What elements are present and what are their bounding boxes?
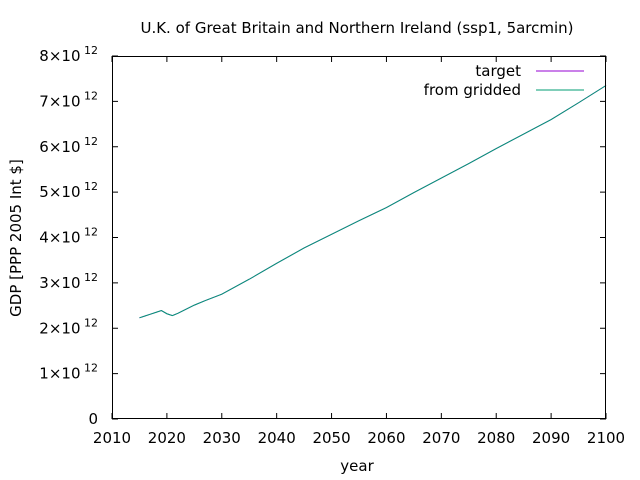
x-tick-label: 2010 bbox=[93, 429, 131, 447]
x-tick-label: 2070 bbox=[422, 429, 460, 447]
x-tick-label: 2030 bbox=[203, 429, 241, 447]
legend-label: target bbox=[475, 62, 521, 80]
y-tick-label: 2×10 12 bbox=[39, 316, 98, 337]
y-tick-label: 4×10 12 bbox=[39, 226, 98, 247]
y-tick-label: 3×10 12 bbox=[39, 271, 98, 292]
x-tick-label: 2100 bbox=[587, 429, 625, 447]
y-axis-ticks: 0 1×10 12 2×10 12 3×10 12 4×10 12 5×10 12 6×10… bbox=[39, 44, 606, 428]
x-tick-label: 2020 bbox=[148, 429, 186, 447]
x-tick-label: 2060 bbox=[367, 429, 405, 447]
plot-frame bbox=[112, 56, 606, 419]
x-tick-label: 2090 bbox=[532, 429, 570, 447]
series-line-target bbox=[139, 85, 607, 319]
y-tick-label: 1×10 12 bbox=[39, 362, 98, 383]
y-tick-label: 5×10 12 bbox=[39, 180, 98, 201]
y-axis-label: GDP [PPP 2005 Int $] bbox=[7, 159, 25, 317]
y-tick-label: 8×10 12 bbox=[39, 44, 98, 65]
series-line-from-gridded bbox=[139, 85, 607, 319]
chart-title: U.K. of Great Britain and Northern Irela… bbox=[140, 19, 573, 37]
y-tick-label: 7×10 12 bbox=[39, 89, 98, 110]
y-tick-label: 0 bbox=[88, 410, 98, 428]
x-axis-label: year bbox=[340, 457, 374, 475]
x-axis-ticks: 2010 2020 2030 2040 2050 2060 2070 2080 2090 2100 bbox=[93, 56, 625, 447]
x-tick-label: 2050 bbox=[312, 429, 350, 447]
x-tick-label: 2080 bbox=[477, 429, 515, 447]
series-layer bbox=[139, 85, 607, 319]
x-tick-label: 2040 bbox=[258, 429, 296, 447]
legend-label: from gridded bbox=[424, 81, 521, 99]
y-tick-label: 6×10 12 bbox=[39, 135, 98, 156]
